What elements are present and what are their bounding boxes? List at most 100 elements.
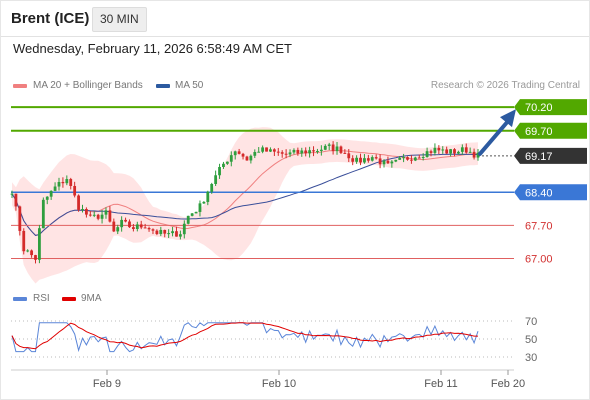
candle-body bbox=[331, 144, 335, 152]
candle-body bbox=[327, 144, 331, 146]
candle-body bbox=[57, 181, 61, 187]
candle-body bbox=[296, 149, 300, 154]
candle-body bbox=[178, 234, 182, 237]
candle-body bbox=[253, 152, 257, 156]
level-tag-69-70 bbox=[514, 122, 587, 139]
rsi-legend-label: RSI bbox=[33, 293, 50, 304]
candle-body bbox=[214, 175, 218, 184]
forecast-arrow-shaft bbox=[478, 119, 510, 156]
candle-body bbox=[374, 157, 378, 159]
candle-body bbox=[92, 214, 96, 216]
candle-body bbox=[112, 221, 116, 232]
candle-body bbox=[339, 146, 343, 153]
ma9-legend-label: 9MA bbox=[81, 293, 102, 304]
rsi-line bbox=[11, 322, 479, 353]
candle-body bbox=[206, 191, 210, 202]
x-axis-label: Feb 20 bbox=[491, 378, 525, 390]
candle-body bbox=[225, 161, 229, 164]
candle-body bbox=[319, 149, 323, 151]
candle-body bbox=[472, 151, 476, 158]
level-tag-69-17 bbox=[514, 147, 587, 164]
timeframe-button[interactable]: 30 MIN bbox=[92, 7, 147, 32]
candles bbox=[10, 141, 480, 264]
level-tag-68-40 bbox=[514, 184, 587, 201]
candle-body bbox=[237, 151, 241, 154]
candle-body bbox=[288, 152, 292, 155]
candle-body bbox=[38, 228, 41, 260]
rsi-legend-swatch bbox=[13, 297, 27, 301]
candle-body bbox=[386, 160, 390, 164]
candle-body bbox=[108, 210, 112, 222]
x-axis-label: Feb 11 bbox=[424, 378, 457, 390]
ma50-legend-label: MA 50 bbox=[175, 80, 204, 91]
candle-body bbox=[343, 152, 347, 154]
candle-body bbox=[394, 159, 398, 162]
candle-body bbox=[363, 158, 366, 163]
ma9-legend-swatch bbox=[62, 297, 76, 301]
candle-body bbox=[159, 229, 163, 235]
candle-body bbox=[445, 149, 449, 154]
candle-body bbox=[53, 186, 57, 191]
candle-body bbox=[155, 230, 159, 235]
candle-body bbox=[398, 157, 402, 160]
candle-body bbox=[190, 213, 194, 216]
candle-body bbox=[280, 152, 284, 154]
candle-body bbox=[402, 157, 405, 159]
candle-body bbox=[351, 158, 355, 162]
candle-body bbox=[468, 151, 472, 153]
candle-body bbox=[171, 231, 174, 234]
candle-body bbox=[124, 219, 127, 222]
candle-body bbox=[147, 228, 151, 230]
candle-body bbox=[421, 157, 425, 159]
candle-body bbox=[323, 145, 327, 150]
candle-body bbox=[175, 231, 178, 237]
candle-body bbox=[335, 146, 339, 152]
candle-body bbox=[139, 224, 143, 228]
candle-body bbox=[65, 179, 69, 184]
candle-body bbox=[265, 147, 268, 152]
ma20-legend-swatch bbox=[13, 84, 27, 88]
candle-body bbox=[272, 149, 276, 152]
candle-body bbox=[245, 156, 249, 161]
candle-body bbox=[151, 229, 155, 231]
candle-body bbox=[104, 210, 108, 215]
candle-body bbox=[202, 201, 206, 204]
x-axis-label: Feb 9 bbox=[93, 378, 121, 390]
candle-body bbox=[441, 149, 445, 151]
candle-body bbox=[143, 227, 147, 229]
candle-body bbox=[186, 215, 190, 224]
candle-body bbox=[308, 150, 312, 154]
candle-body bbox=[460, 147, 464, 152]
candle-body bbox=[182, 223, 186, 235]
candle-body bbox=[269, 149, 272, 152]
candle-body bbox=[382, 160, 386, 165]
level-tag-70-20 bbox=[514, 99, 587, 116]
candle-body bbox=[81, 209, 84, 211]
candle-body bbox=[355, 157, 359, 162]
candle-body bbox=[22, 230, 26, 252]
candle-body bbox=[378, 158, 382, 165]
candle-body bbox=[30, 250, 33, 256]
candle-body bbox=[437, 147, 441, 151]
level-label-69-70: 69.70 bbox=[525, 126, 553, 138]
rsi-scale-70: 70 bbox=[525, 316, 537, 328]
candle-body bbox=[292, 149, 296, 153]
candle-body bbox=[453, 149, 456, 154]
chart-datetime: Wednesday, February 11, 2026 6:58:49 AM … bbox=[13, 41, 292, 56]
candle-body bbox=[100, 214, 104, 219]
candle-body bbox=[300, 150, 304, 154]
candle-body bbox=[304, 150, 308, 154]
candle-body bbox=[128, 221, 131, 228]
candle-body bbox=[433, 147, 437, 153]
candle-body bbox=[88, 214, 92, 216]
candle-body bbox=[476, 152, 480, 158]
candle-body bbox=[413, 157, 417, 161]
level-label-69-17: 69.17 bbox=[525, 151, 553, 163]
candle-body bbox=[14, 193, 18, 207]
level-label-70-20: 70.20 bbox=[525, 102, 553, 114]
candle-body bbox=[218, 166, 221, 176]
candle-body bbox=[229, 155, 233, 162]
research-credit: Research © 2026 Trading Central bbox=[430, 80, 580, 91]
candle-body bbox=[69, 179, 73, 186]
